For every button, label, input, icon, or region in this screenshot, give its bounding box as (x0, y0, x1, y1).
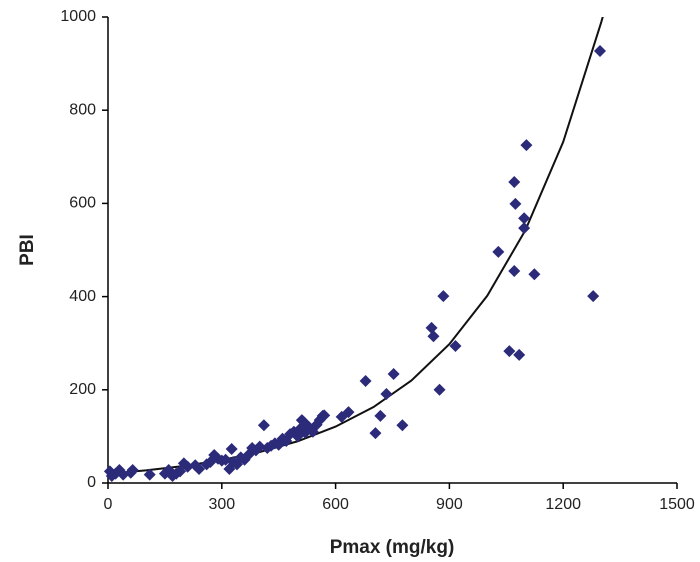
y-tick-label: 1000 (60, 8, 96, 25)
y-tick-label: 200 (69, 381, 96, 398)
data-point (508, 175, 521, 188)
y-tick-label: 0 (87, 474, 96, 491)
trendline (108, 17, 604, 475)
data-point (433, 383, 446, 396)
data-point (126, 463, 139, 476)
x-axis-title: Pmax (mg/kg) (330, 537, 455, 558)
data-point (513, 348, 526, 361)
data-point (528, 268, 541, 281)
data-point (359, 374, 372, 387)
data-point (143, 468, 156, 481)
data-point (342, 406, 355, 419)
data-point (587, 290, 600, 303)
x-tick-label: 1500 (659, 496, 695, 513)
y-tick-label: 400 (69, 288, 96, 305)
x-tick-label: 300 (208, 496, 235, 513)
y-tick-label: 800 (69, 101, 96, 118)
data-point (380, 387, 393, 400)
x-tick-label: 1200 (545, 496, 581, 513)
data-point (508, 264, 521, 277)
data-point (257, 419, 270, 432)
data-point (520, 139, 533, 152)
y-axis-title: PBI (17, 234, 38, 266)
x-tick-label: 0 (104, 496, 113, 513)
data-point (253, 440, 266, 453)
data-point (518, 222, 531, 235)
data-point (425, 321, 438, 334)
data-point (193, 463, 206, 476)
data-point (225, 442, 238, 455)
data-point (396, 419, 409, 432)
data-point (518, 212, 531, 225)
x-tick-label: 900 (436, 496, 463, 513)
data-point (503, 345, 516, 358)
data-point (181, 460, 194, 473)
data-point (593, 45, 606, 58)
data-point (509, 197, 522, 210)
data-point (437, 290, 450, 303)
x-tick-label: 600 (322, 496, 349, 513)
data-point (427, 330, 440, 343)
data-point (318, 409, 331, 422)
y-tick-label: 600 (69, 195, 96, 212)
data-point (449, 339, 462, 352)
data-point (117, 468, 130, 481)
data-point (492, 245, 505, 258)
plot-area (108, 17, 604, 475)
data-point (374, 409, 387, 422)
data-point (387, 367, 400, 380)
data-point (369, 427, 382, 440)
